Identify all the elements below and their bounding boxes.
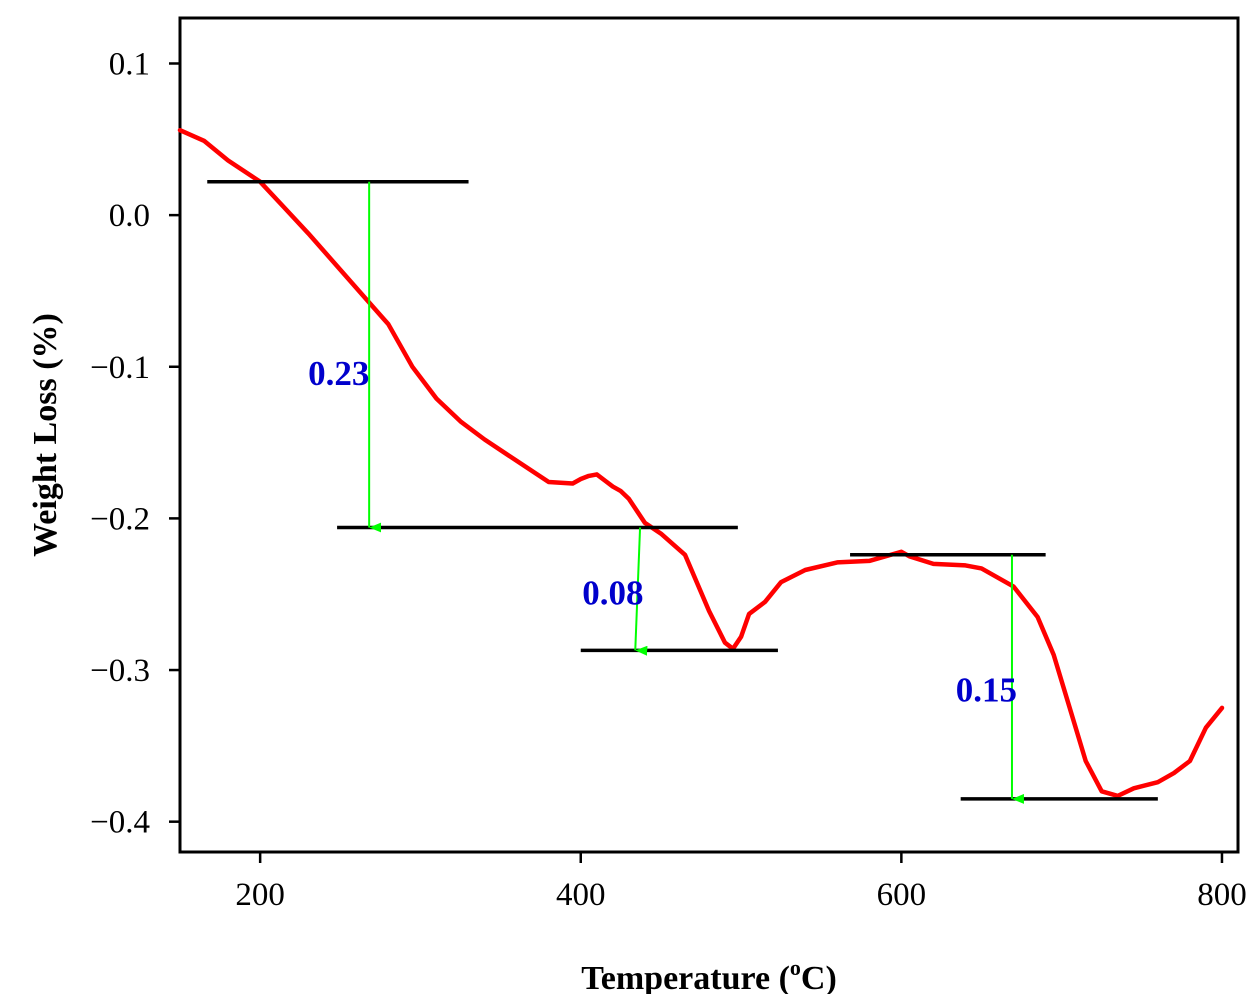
x-axis: 200 400 600 800 bbox=[235, 852, 1247, 913]
annotation-label: 0.08 bbox=[582, 574, 643, 613]
y-axis-title: Weight Loss (%) bbox=[27, 313, 64, 557]
annotation-arrow bbox=[634, 527, 648, 656]
x-tick-label: 600 bbox=[877, 877, 927, 913]
y-tick-label: −0.3 bbox=[90, 653, 150, 689]
y-tick-label: −0.2 bbox=[90, 501, 150, 537]
y-tick-label: 0.0 bbox=[109, 198, 150, 234]
reference-lines bbox=[207, 180, 1158, 801]
annotation-arrows bbox=[368, 181, 1024, 804]
series-line bbox=[177, 127, 1225, 799]
annotation-labels: 0.23 0.08 0.15 bbox=[308, 354, 1017, 710]
series-layer bbox=[177, 127, 1225, 799]
y-axis: 0.1 0.0 −0.1 −0.2 −0.3 −0.4 bbox=[90, 46, 180, 841]
plot-area bbox=[178, 16, 1240, 854]
y-tick-label: 0.1 bbox=[109, 46, 150, 82]
annotation-label: 0.15 bbox=[956, 671, 1017, 710]
x-tick-label: 200 bbox=[235, 877, 285, 913]
y-tick-label: −0.1 bbox=[90, 350, 150, 386]
x-axis-title: Temperature (oC) bbox=[581, 955, 837, 994]
x-tick-label: 400 bbox=[556, 877, 606, 913]
y-tick-label: −0.4 bbox=[90, 805, 150, 841]
annotation-label: 0.23 bbox=[308, 354, 369, 393]
x-tick-label: 800 bbox=[1197, 877, 1247, 913]
